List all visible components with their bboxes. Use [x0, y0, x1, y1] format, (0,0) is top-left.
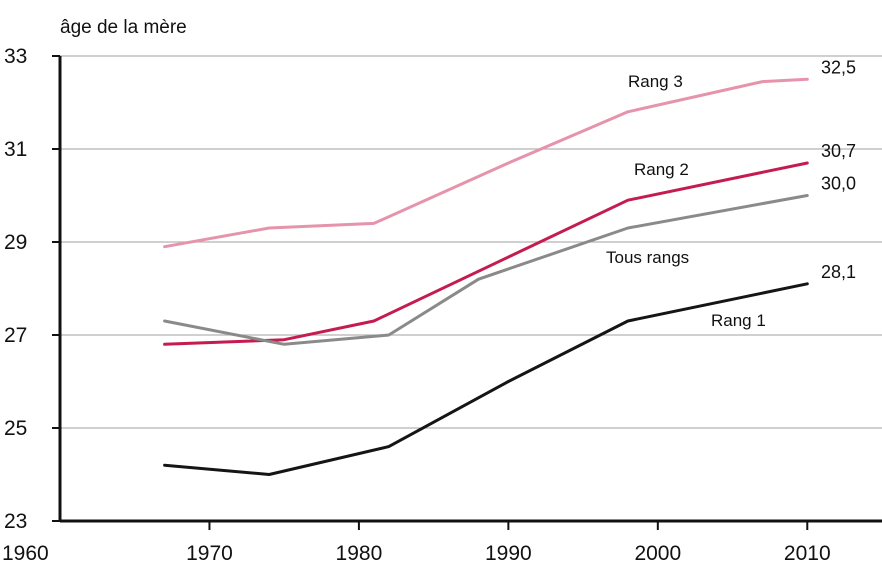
series-line-rang-3 [163, 77, 809, 249]
y-tick-label: 33 [4, 45, 27, 68]
end-value-rang-3: 32,5 [821, 57, 856, 77]
end-value-tous-rangs: 30,0 [821, 174, 856, 194]
y-axis-label: âge de la mère [60, 17, 187, 38]
y-tick-label: 23 [4, 510, 27, 533]
series-line-tous-rangs [163, 194, 809, 346]
series-name-tous-rangs: Tous rangs [606, 248, 689, 267]
series-name-rang-2: Rang 2 [634, 160, 689, 179]
series-name-rang-3: Rang 3 [628, 72, 683, 91]
series-labels: Rang 3 32,5 Rang 2 30,7 Tous rangs 30,0 Rang 1… [606, 57, 856, 330]
x-tick-label: 2000 [634, 542, 681, 565]
x-tick-label: 1960 [2, 542, 49, 565]
y-tick-label: 31 [4, 138, 27, 161]
y-tick-label: 27 [4, 324, 27, 347]
end-value-rang-1: 28,1 [821, 262, 856, 282]
series-line-rang-1 [163, 282, 809, 476]
x-tick-label: 1970 [186, 542, 233, 565]
y-tick-label: 29 [4, 231, 27, 254]
axes: 23 25 27 29 31 33 1960 1970 1980 1990 2000 2010 [2, 45, 882, 565]
series-line-rang-2 [163, 161, 809, 346]
series-name-rang-1: Rang 1 [711, 311, 766, 330]
x-tick-label: 2010 [784, 542, 831, 565]
x-tick-label: 1980 [336, 542, 383, 565]
end-value-rang-2: 30,7 [821, 141, 856, 161]
series-lines [163, 77, 809, 476]
y-tick-label: 25 [4, 417, 27, 440]
x-tick-label: 1990 [485, 542, 532, 565]
